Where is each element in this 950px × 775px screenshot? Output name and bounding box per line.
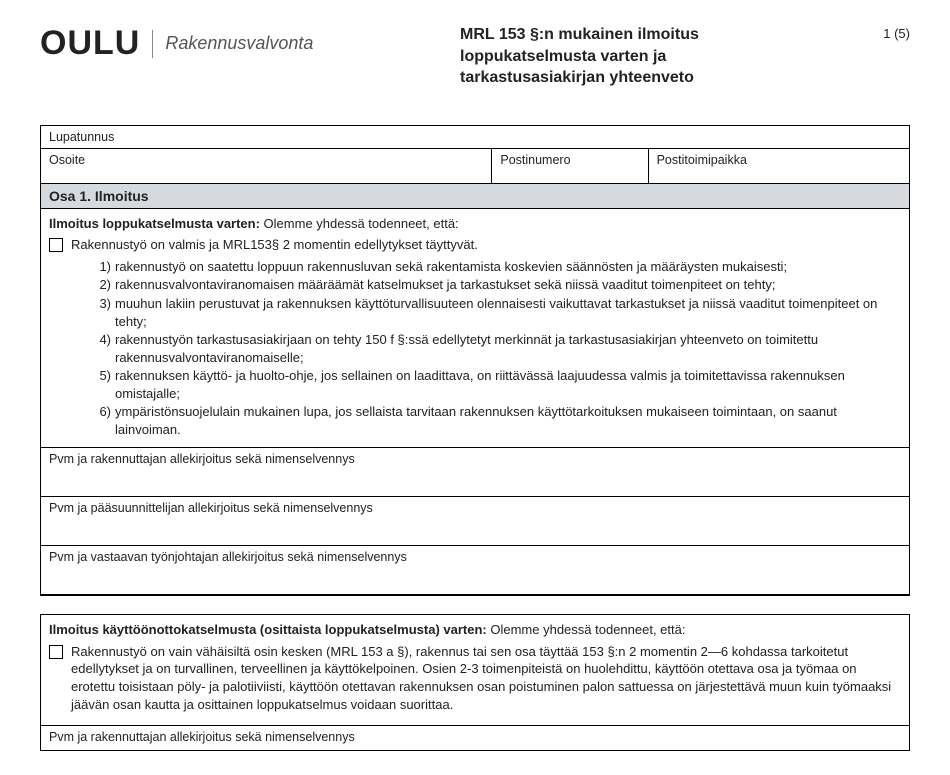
signature-tyonjohtaja[interactable]: Pvm ja vastaavan työnjohtajan allekirjoi… (41, 546, 909, 595)
list-item: 2)rakennusvalvontaviranomaisen määräämät… (95, 276, 901, 294)
logo-city: OULU (40, 24, 140, 63)
row-lupatunnus: Lupatunnus (41, 126, 909, 149)
notice-b-lead-bold: Ilmoitus käyttöönottokatselmusta (ositta… (49, 622, 487, 637)
req-6: ympäristönsuojelulain mukainen lupa, jos… (115, 403, 901, 438)
title-line-1: MRL 153 §:n mukainen ilmoitus (460, 26, 699, 43)
title-line-3: tarkastusasiakirjan yhteenveto (460, 69, 694, 86)
form-table-b: Ilmoitus käyttöönottokatselmusta (ositta… (40, 614, 910, 751)
notice-loppukatselmus: Ilmoitus loppukatselmusta varten: Olemme… (41, 209, 909, 449)
title-line-2: loppukatselmusta varten ja (460, 48, 666, 65)
list-item: 3)muuhun lakiin perustuvat ja rakennukse… (95, 295, 901, 330)
checkbox-b[interactable] (49, 645, 63, 659)
req-2: rakennusvalvontaviranomaisen määräämät k… (115, 276, 901, 294)
checkbox-a-text: Rakennustyö on valmis ja MRL153§ 2 momen… (71, 236, 901, 254)
field-postitoimipaikka[interactable]: Postitoimipaikka (649, 149, 909, 183)
list-item: 5)rakennuksen käyttö- ja huolto-ohje, jo… (95, 367, 901, 402)
req-4: rakennustyön tarkastusasiakirjaan on teh… (115, 331, 901, 366)
field-postinumero[interactable]: Postinumero (492, 149, 648, 183)
checkbox-row-a: Rakennustyö on valmis ja MRL153§ 2 momen… (49, 236, 901, 254)
notice-b-lead-rest: Olemme yhdessä todenneet, että: (487, 622, 686, 637)
notice-kayttoonotto: Ilmoitus käyttöönottokatselmusta (ositta… (41, 615, 909, 726)
list-item: 1)rakennustyö on saatettu loppuun rakenn… (95, 258, 901, 276)
logo-block: OULU Rakennusvalvonta (40, 24, 460, 63)
row-address: Osoite Postinumero Postitoimipaikka (41, 149, 909, 184)
req-3: muuhun lakiin perustuvat ja rakennuksen … (115, 295, 901, 330)
notice-a-lead: Ilmoitus loppukatselmusta varten: Olemme… (49, 215, 901, 233)
list-item: 6)ympäristönsuojelulain mukainen lupa, j… (95, 403, 901, 438)
field-lupatunnus[interactable]: Lupatunnus (41, 126, 909, 148)
notice-a-lead-rest: Olemme yhdessä todenneet, että: (260, 216, 459, 231)
logo-separator (152, 30, 153, 58)
section-gap (40, 596, 910, 614)
page-header: OULU Rakennusvalvonta MRL 153 §:n mukain… (40, 24, 910, 89)
page-number: 1 (5) (883, 24, 910, 41)
checkbox-row-b: Rakennustyö on vain vähäisiltä osin kesk… (49, 643, 901, 713)
logo-department: Rakennusvalvonta (165, 33, 313, 54)
requirements-list: 1)rakennustyö on saatettu loppuun rakenn… (95, 258, 901, 438)
field-osoite[interactable]: Osoite (41, 149, 492, 183)
section-1-heading: Osa 1. Ilmoitus (41, 184, 909, 209)
signature-paasuunnittelija[interactable]: Pvm ja pääsuunnittelijan allekirjoitus s… (41, 497, 909, 546)
signature-rakennuttaja-b[interactable]: Pvm ja rakennuttajan allekirjoitus sekä … (41, 726, 909, 750)
notice-b-lead: Ilmoitus käyttöönottokatselmusta (ositta… (49, 621, 901, 639)
form-title: MRL 153 §:n mukainen ilmoitus loppukatse… (460, 24, 883, 89)
notice-a-lead-bold: Ilmoitus loppukatselmusta varten: (49, 216, 260, 231)
form-table: Lupatunnus Osoite Postinumero Postitoimi… (40, 125, 910, 597)
req-1: rakennustyö on saatettu loppuun rakennus… (115, 258, 901, 276)
checkbox-a[interactable] (49, 238, 63, 252)
checkbox-b-text: Rakennustyö on vain vähäisiltä osin kesk… (71, 643, 901, 713)
req-5: rakennuksen käyttö- ja huolto-ohje, jos … (115, 367, 901, 402)
signature-rakennuttaja[interactable]: Pvm ja rakennuttajan allekirjoitus sekä … (41, 448, 909, 497)
list-item: 4)rakennustyön tarkastusasiakirjaan on t… (95, 331, 901, 366)
